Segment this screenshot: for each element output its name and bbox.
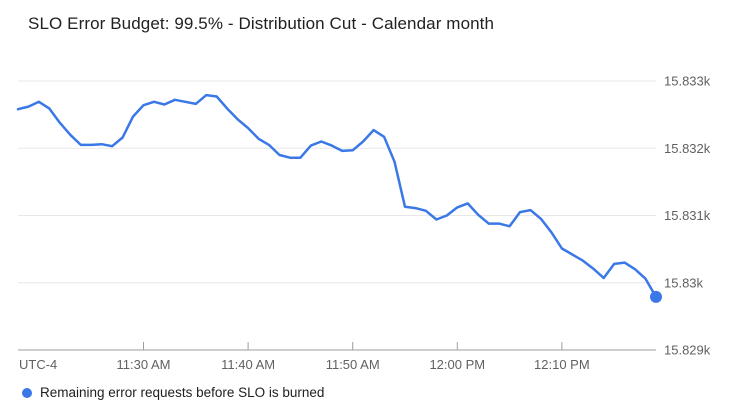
y-tick-label: 15.831k — [664, 208, 711, 223]
x-tick-label: 12:10 PM — [534, 357, 590, 372]
y-tick-label: 15.829k — [664, 343, 711, 358]
x-tick-label: 11:40 AM — [221, 357, 275, 372]
x-tick-label: 11:30 AM — [117, 357, 171, 372]
series-line — [16, 93, 658, 299]
legend-label: Remaining error requests before SLO is b… — [40, 385, 325, 400]
legend-series-dot-icon — [22, 387, 32, 398]
last-value-marker — [650, 290, 662, 303]
y-tick-label: 15.833k — [664, 74, 711, 89]
chart-title: SLO Error Budget: 99.5% - Distribution C… — [28, 14, 495, 33]
x-tick-label: 11:50 AM — [326, 357, 380, 372]
legend-item[interactable]: Remaining error requests before SLO is b… — [22, 385, 324, 400]
x-axis-timezone-label: UTC-4 — [19, 357, 57, 372]
x-tick-label: 12:00 PM — [429, 357, 485, 372]
y-tick-label: 15.83k — [664, 275, 704, 290]
y-tick-label: 15.832k — [664, 141, 711, 156]
